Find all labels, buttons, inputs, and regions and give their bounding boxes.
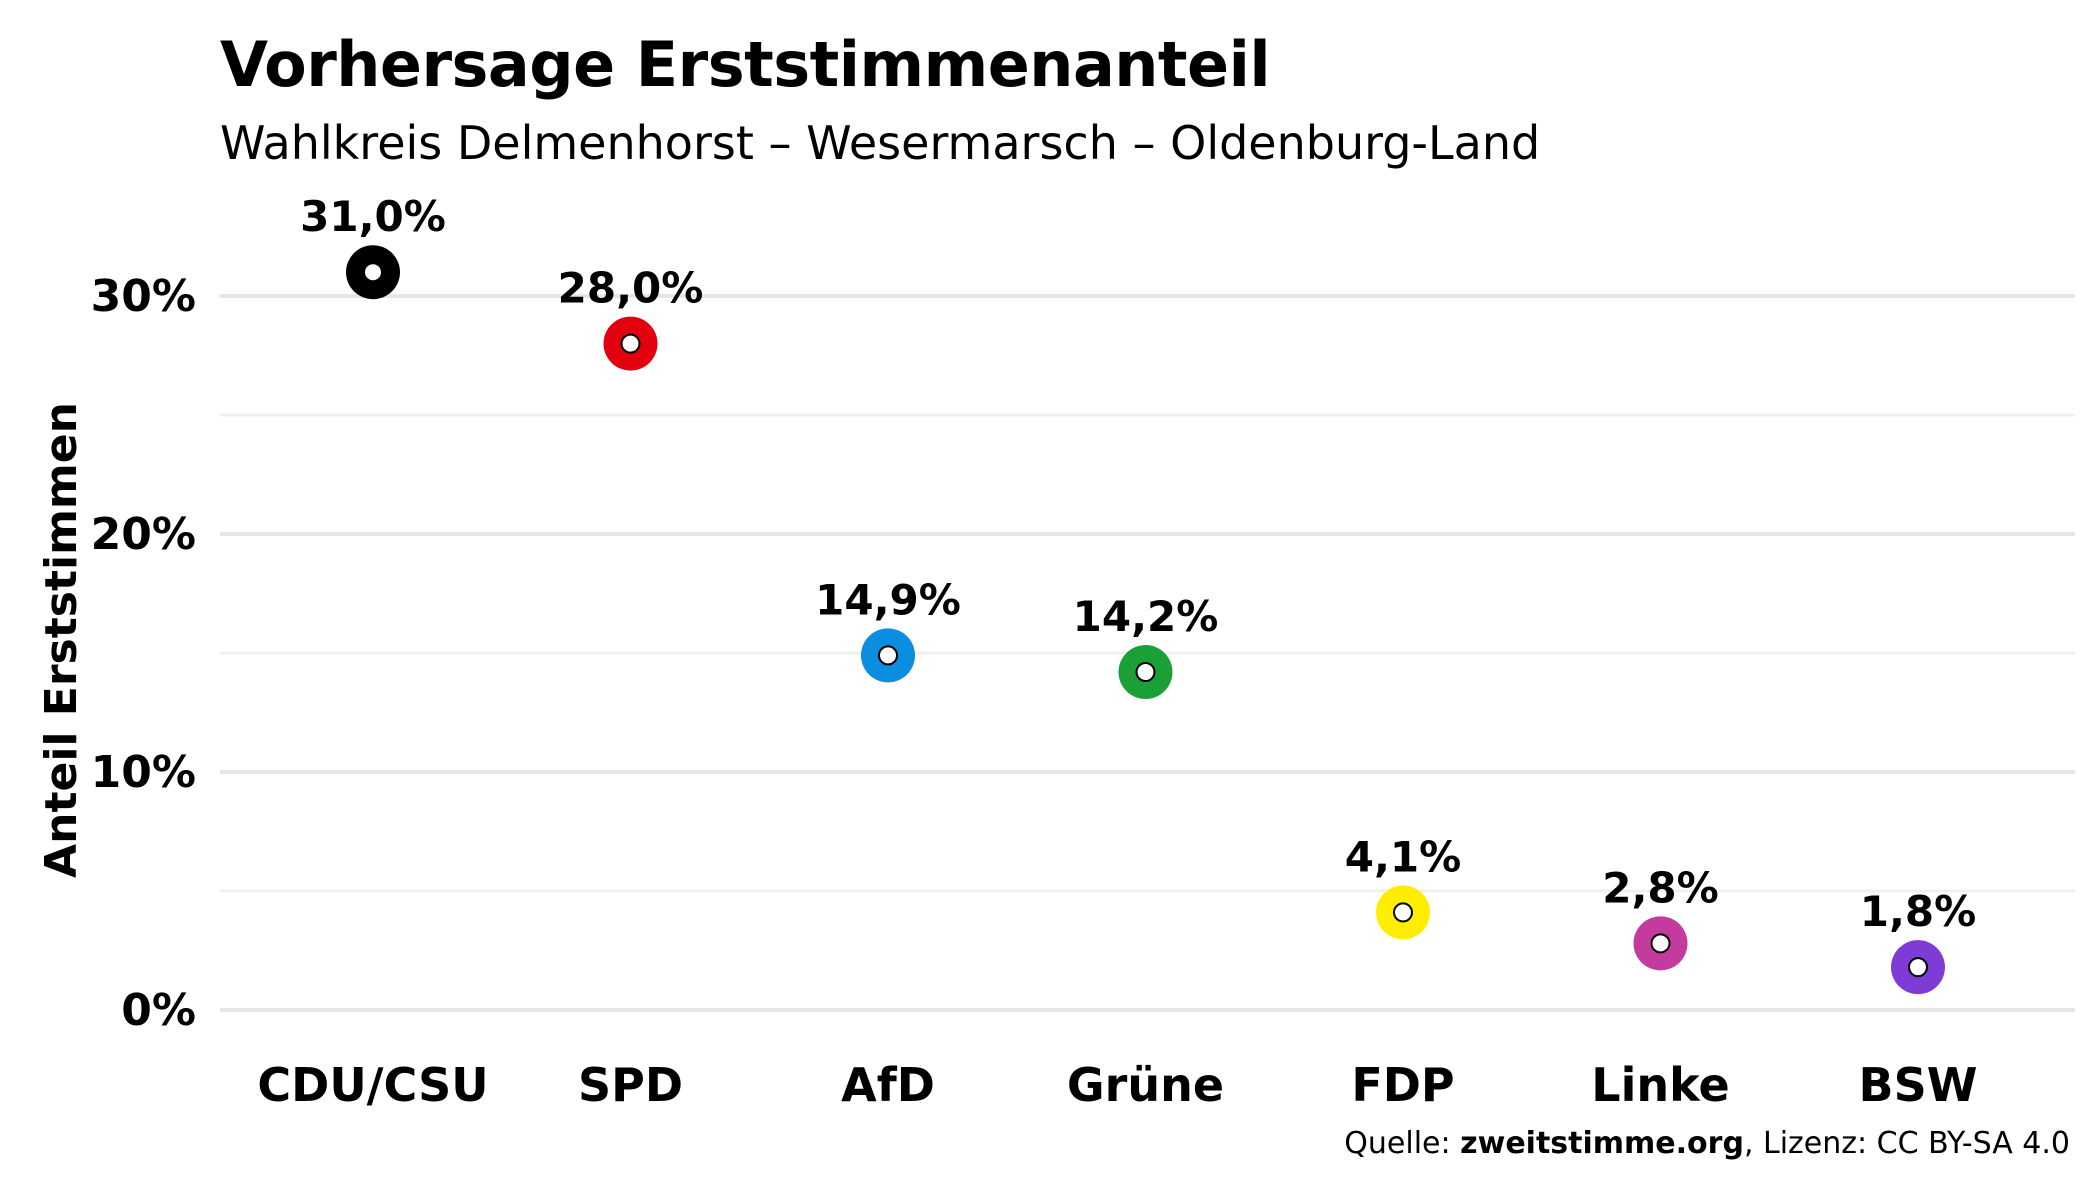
data-point-center (620, 333, 641, 354)
data-point-center (878, 645, 898, 666)
data-point-center (363, 262, 383, 283)
source-credit: Quelle: zweitstimme.org, Lizenz: CC BY-S… (1344, 1126, 2070, 1161)
y-axis-label: Anteil Erststimmen (36, 402, 87, 878)
x-category-label: BSW (1859, 1058, 1978, 1112)
x-category-label: FDP (1351, 1058, 1454, 1112)
data-label: 28,0% (558, 264, 704, 313)
x-category-label: Grüne (1067, 1058, 1224, 1112)
data-label: 2,8% (1602, 863, 1718, 912)
data-label: 14,9% (815, 575, 961, 624)
data-point-center (1135, 662, 1156, 683)
data-points (346, 245, 1945, 995)
data-label: 14,2% (1073, 592, 1219, 641)
y-tick-label: 0% (121, 985, 196, 1036)
x-category-label: CDU/CSU (257, 1058, 488, 1112)
y-tick-label: 10% (91, 747, 196, 798)
x-category-label: AfD (841, 1058, 935, 1112)
x-axis-categories: CDU/CSU SPD AfD Grüne FDP Linke BSW (257, 1058, 1977, 1112)
y-tick-label: 20% (91, 509, 196, 560)
x-category-label: Linke (1591, 1058, 1729, 1112)
y-tick-label: 30% (91, 271, 196, 322)
data-label: 31,0% (300, 192, 446, 241)
grid-lines (220, 294, 2075, 1012)
chart-subtitle: Wahlkreis Delmenhorst – Wesermarsch – Ol… (220, 116, 1541, 170)
x-category-label: SPD (578, 1058, 683, 1112)
data-point-center (1908, 957, 1928, 978)
chart-title: Vorhersage Erststimmenanteil (220, 28, 1271, 101)
source-link[interactable]: zweitstimme.org (1460, 1126, 1744, 1161)
y-axis-ticks: 0% 10% 20% 30% (91, 271, 196, 1036)
data-point-center (1393, 902, 1413, 923)
data-label: 1,8% (1860, 887, 1976, 936)
data-point-center (1650, 933, 1671, 954)
source-prefix: Quelle: (1344, 1126, 1461, 1161)
source-suffix: , Lizenz: CC BY-SA 4.0 (1743, 1126, 2070, 1161)
data-label: 4,1% (1345, 832, 1461, 881)
data-labels: 31,0% 28,0% 14,9% 14,2% 4,1% 2,8% 1,8% (300, 192, 1976, 936)
